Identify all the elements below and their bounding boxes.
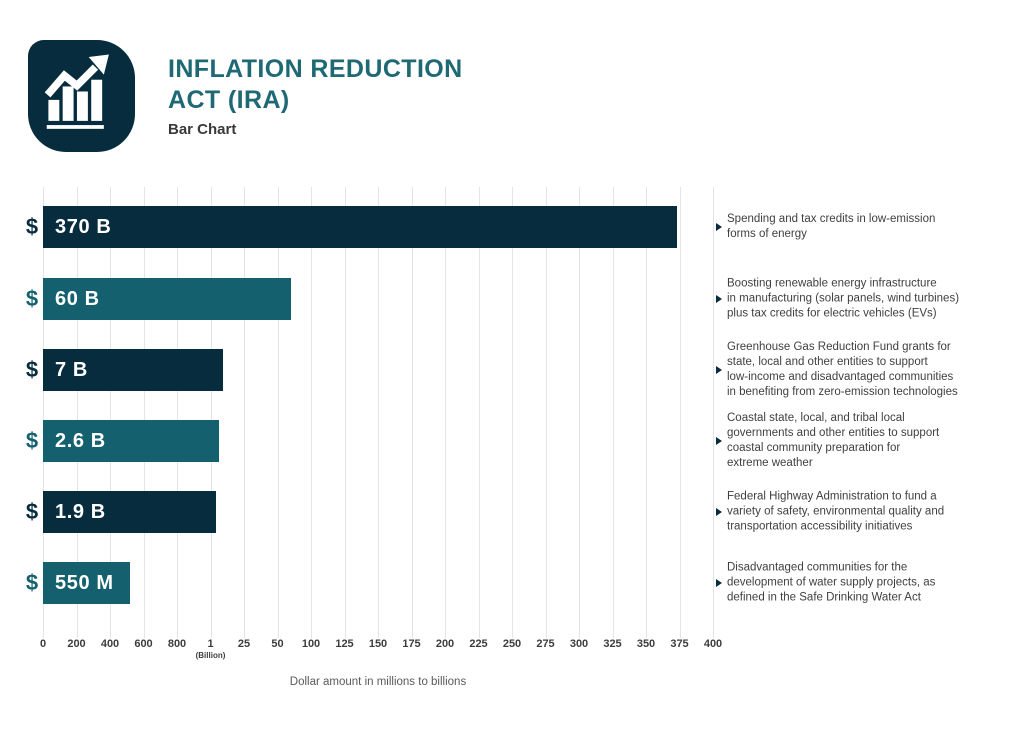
chart-gridlines [43, 187, 714, 638]
bar-value-label: 1.9 B [55, 500, 106, 523]
x-tick-label: 600 [134, 638, 153, 650]
bar: 60 B [43, 278, 291, 320]
bar-chart-trend-arrow-icon [40, 51, 124, 142]
triangle-bullet-icon [716, 508, 722, 516]
gridline [612, 187, 614, 638]
triangle-bullet-icon [716, 295, 722, 303]
x-tick-label: 375 [670, 638, 689, 650]
bar: 550 M [43, 562, 130, 604]
x-tick-label: 250 [502, 638, 522, 650]
gridline [244, 187, 245, 638]
page-title-line2: ACT (IRA) [168, 86, 290, 114]
gridline [378, 187, 379, 638]
gridline [512, 187, 513, 638]
x-tick-label: 275 [536, 638, 555, 650]
chart-logo-badge [28, 40, 135, 152]
bar-description: Greenhouse Gas Reduction Fund grants for… [727, 341, 958, 398]
bar: 370 B [43, 206, 677, 248]
bar-description: Coastal state, local, and tribal local g… [727, 412, 940, 469]
x-tick-label: 400 [100, 638, 120, 650]
gridline [210, 187, 212, 638]
gridline [478, 187, 480, 638]
currency-symbol: $ [25, 570, 39, 595]
triangle-bullet-icon [716, 579, 722, 587]
gridline [76, 187, 78, 638]
currency-symbol: $ [25, 214, 39, 239]
x-tick-label: 0 [39, 638, 47, 650]
triangle-bullet-icon [716, 223, 722, 231]
gridline [579, 187, 580, 638]
triangle-bullet-icon [716, 437, 722, 445]
x-tick-label: 300 [569, 638, 589, 650]
x-tick-label: 1 [207, 638, 214, 650]
gridline [143, 187, 145, 638]
gridline [177, 187, 178, 638]
currency-symbol: $ [25, 428, 39, 453]
x-tick-label: 400 [703, 638, 723, 650]
bar-value-label: 60 B [55, 287, 100, 310]
page-subtitle: Bar Chart [168, 121, 237, 138]
gridline [344, 187, 346, 638]
bar: 1.9 B [43, 491, 216, 533]
bar-description: Federal Highway Administration to fund a… [727, 490, 945, 533]
x-tick-label: 50 [271, 638, 284, 650]
bar: 7 B [43, 349, 223, 391]
bar-value-label: 550 M [55, 571, 114, 594]
gridline [43, 187, 44, 638]
bar-value-label: 370 B [55, 215, 112, 238]
gridline [545, 187, 547, 638]
gridline [445, 187, 446, 638]
currency-symbol: $ [25, 499, 39, 524]
currency-symbol: $ [25, 357, 39, 382]
gridline [110, 187, 111, 638]
x-tick-label: 800 [167, 638, 187, 650]
x-tick-label: 325 [603, 638, 622, 650]
bar-value-label: 7 B [55, 358, 88, 381]
x-tick-label: 125 [335, 638, 354, 650]
page-title-line1: INFLATION REDUCTION [168, 55, 463, 83]
page-title: INFLATION REDUCTION ACT (IRA) [168, 54, 463, 116]
x-tick-label: 150 [368, 638, 388, 650]
gridline [277, 187, 279, 638]
bar-value-label: 2.6 B [55, 429, 106, 452]
x-tick-label: 175 [402, 638, 421, 650]
x-tick-label: 225 [469, 638, 488, 650]
bar-description: Disadvantaged communities for the develo… [727, 561, 936, 604]
x-tick-label: 350 [636, 638, 656, 650]
x-tick-label: 200 [435, 638, 455, 650]
x-tick-sublabel: (Billion) [195, 651, 226, 660]
bar-description: Spending and tax credits in low-emission… [727, 213, 936, 240]
triangle-bullet-icon [716, 366, 722, 374]
gridline [311, 187, 312, 638]
gridline [713, 187, 714, 638]
gridline [679, 187, 681, 638]
x-axis-caption: Dollar amount in millions to billions [289, 676, 467, 688]
x-tick-label: 100 [301, 638, 321, 650]
bar: 2.6 B [43, 420, 219, 462]
currency-symbol: $ [25, 286, 39, 311]
x-tick-label: 25 [237, 638, 251, 650]
x-tick-label: 200 [67, 638, 86, 650]
gridline [411, 187, 413, 638]
gridline [646, 187, 647, 638]
bar-description: Boosting renewable energy infrastructure… [727, 277, 960, 320]
